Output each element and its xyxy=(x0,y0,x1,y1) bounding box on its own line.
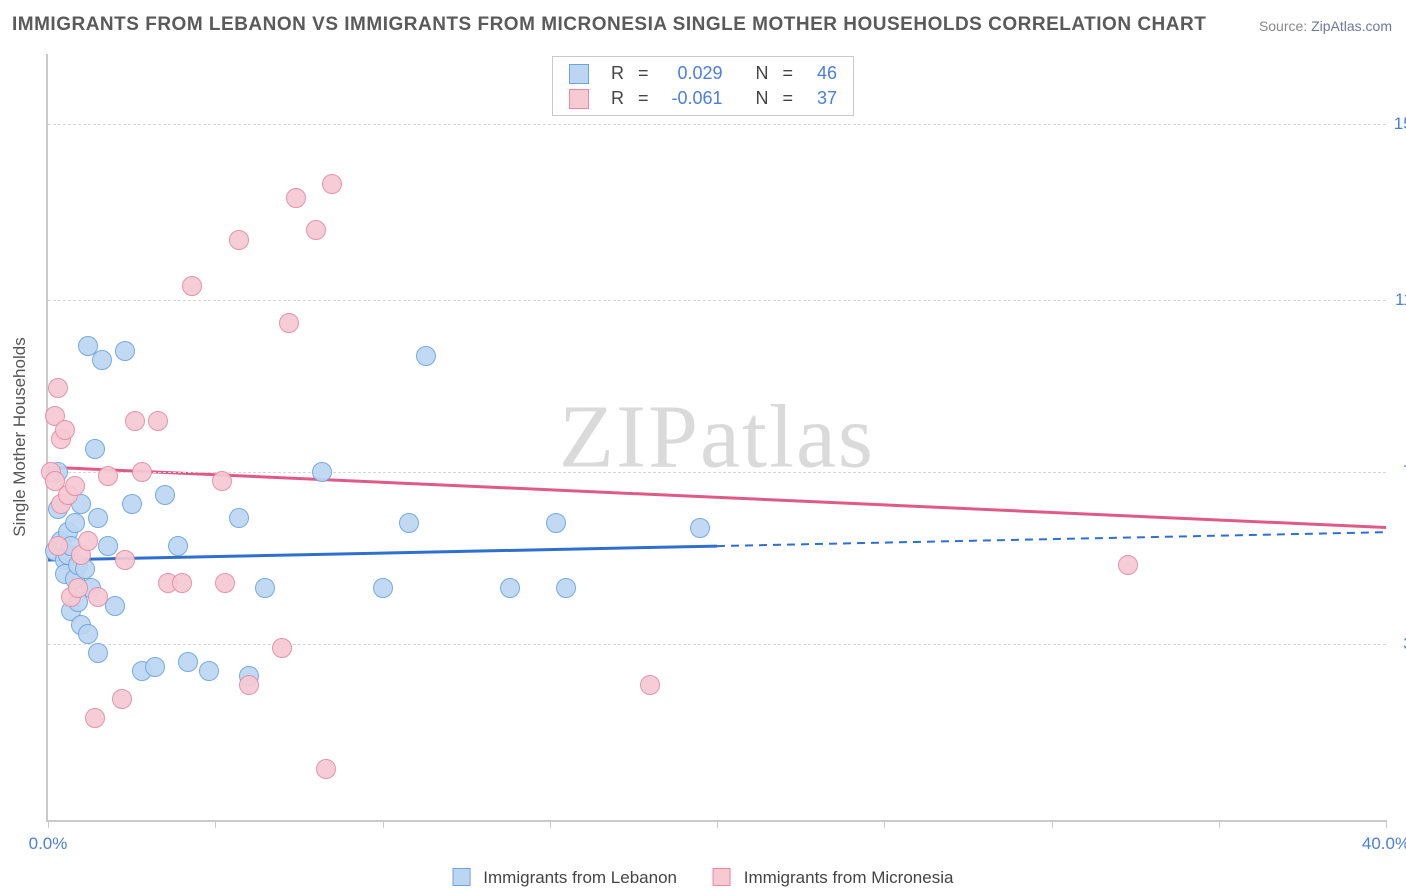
scatter-point xyxy=(85,439,105,459)
scatter-point xyxy=(98,466,118,486)
source-attribution: Source: ZipAtlas.com xyxy=(1259,18,1392,34)
scatter-point xyxy=(312,462,332,482)
r-value-lebanon: 0.029 xyxy=(662,61,722,86)
scatter-point xyxy=(500,578,520,598)
x-tick xyxy=(884,820,885,828)
scatter-point xyxy=(272,638,292,658)
scatter-point xyxy=(168,536,188,556)
swatch-lebanon xyxy=(453,868,471,886)
scatter-point xyxy=(68,578,88,598)
chart-title: IMMIGRANTS FROM LEBANON VS IMMIGRANTS FR… xyxy=(12,14,1206,36)
x-tick-label: 40.0% xyxy=(1362,834,1406,854)
scatter-point xyxy=(229,230,249,250)
scatter-point xyxy=(316,759,336,779)
x-tick xyxy=(1386,820,1387,828)
r-value-micronesia: -0.061 xyxy=(662,86,722,111)
stats-row-micronesia: R = -0.061 N = 37 xyxy=(569,86,837,111)
scatter-point xyxy=(212,471,232,491)
scatter-point xyxy=(306,220,326,240)
y-axis-label: Single Mother Households xyxy=(10,337,30,536)
y-tick-label: 15.0% xyxy=(1394,114,1406,134)
scatter-point xyxy=(556,578,576,598)
x-tick xyxy=(48,820,49,828)
scatter-point xyxy=(148,411,168,431)
scatter-point xyxy=(88,587,108,607)
grid-line xyxy=(48,644,1386,645)
y-tick-label: 11.2% xyxy=(1395,290,1406,310)
scatter-point xyxy=(172,573,192,593)
grid-line xyxy=(48,472,1386,473)
swatch-micronesia xyxy=(569,89,589,109)
x-tick-label: 0.0% xyxy=(29,834,68,854)
scatter-point xyxy=(286,188,306,208)
legend-item-micronesia: Immigrants from Micronesia xyxy=(713,868,953,888)
x-tick xyxy=(1219,820,1220,828)
scatter-point xyxy=(48,378,68,398)
scatter-point xyxy=(122,494,142,514)
legend-bottom: Immigrants from Lebanon Immigrants from … xyxy=(453,868,954,888)
scatter-point xyxy=(322,174,342,194)
swatch-micronesia xyxy=(713,868,731,886)
scatter-point xyxy=(65,513,85,533)
scatter-point xyxy=(215,573,235,593)
scatter-point xyxy=(155,485,175,505)
scatter-point xyxy=(88,508,108,528)
n-value-lebanon: 46 xyxy=(807,61,837,86)
scatter-point xyxy=(199,661,219,681)
plot-area: Single Mother Households ZIPatlas 3.8%7.… xyxy=(46,54,1386,822)
watermark: ZIPatlas xyxy=(559,386,875,489)
scatter-point xyxy=(399,513,419,533)
scatter-point xyxy=(65,476,85,496)
scatter-point xyxy=(125,411,145,431)
scatter-point xyxy=(115,341,135,361)
scatter-point xyxy=(85,708,105,728)
scatter-point xyxy=(182,276,202,296)
scatter-point xyxy=(640,675,660,695)
scatter-point xyxy=(416,346,436,366)
scatter-point xyxy=(92,350,112,370)
x-tick xyxy=(1052,820,1053,828)
stats-legend-box: R = 0.029 N = 46 R = -0.061 N = 37 xyxy=(552,56,854,116)
x-tick xyxy=(717,820,718,828)
source-link[interactable]: ZipAtlas.com xyxy=(1311,18,1392,34)
scatter-point xyxy=(98,536,118,556)
trend-lines-layer xyxy=(48,54,1386,820)
scatter-point xyxy=(229,508,249,528)
x-tick xyxy=(383,820,384,828)
legend-item-lebanon: Immigrants from Lebanon xyxy=(453,868,677,888)
scatter-point xyxy=(112,689,132,709)
scatter-point xyxy=(373,578,393,598)
grid-line xyxy=(48,300,1386,301)
grid-line xyxy=(48,124,1386,125)
scatter-point xyxy=(546,513,566,533)
scatter-point xyxy=(690,518,710,538)
scatter-point xyxy=(279,313,299,333)
scatter-point xyxy=(255,578,275,598)
x-tick xyxy=(215,820,216,828)
scatter-point xyxy=(115,550,135,570)
scatter-point xyxy=(55,420,75,440)
stats-row-lebanon: R = 0.029 N = 46 xyxy=(569,61,837,86)
scatter-point xyxy=(145,657,165,677)
scatter-point xyxy=(1118,555,1138,575)
chart-container: IMMIGRANTS FROM LEBANON VS IMMIGRANTS FR… xyxy=(0,0,1406,892)
scatter-point xyxy=(132,462,152,482)
scatter-point xyxy=(78,531,98,551)
scatter-point xyxy=(239,675,259,695)
scatter-point xyxy=(48,536,68,556)
x-tick xyxy=(550,820,551,828)
scatter-point xyxy=(178,652,198,672)
swatch-lebanon xyxy=(569,64,589,84)
scatter-point xyxy=(88,643,108,663)
scatter-point xyxy=(78,624,98,644)
n-value-micronesia: 37 xyxy=(807,86,837,111)
